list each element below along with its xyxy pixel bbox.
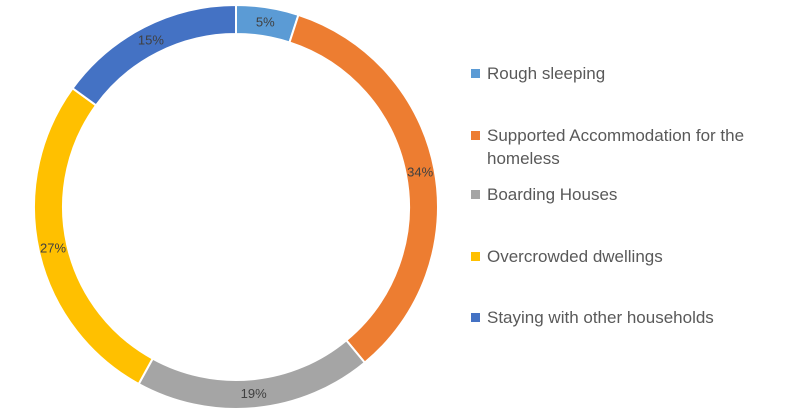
slice-staying-with-other-households	[71, 3, 237, 107]
legend-label-overcrowded-dwellings: Overcrowded dwellings	[487, 247, 663, 266]
data-label-overcrowded-dwellings: 27%	[40, 240, 66, 255]
data-label-staying-with-other-households: 15%	[138, 32, 164, 47]
legend-label-supported-accommodation: Supported Accommodation for the homeless	[487, 126, 745, 168]
legend-swatch-boarding-houses	[471, 190, 480, 199]
legend-label-staying-with-other-households: Staying with other households	[487, 308, 714, 327]
slice-overcrowded-dwellings	[33, 86, 155, 386]
data-label-boarding-houses: 19%	[241, 386, 267, 401]
legend-swatch-overcrowded-dwellings	[471, 252, 480, 261]
slices-group	[33, 3, 439, 410]
data-label-rough-sleeping: 5%	[256, 14, 275, 29]
slice-supported-accommodation-for-the-homeless	[288, 13, 439, 365]
data-labels-group: 5% 34% 19% 27% 15%	[40, 14, 434, 401]
legend-swatch-rough-sleeping	[471, 69, 480, 78]
legend-swatch-staying-with-other-households	[471, 313, 480, 322]
legend-label-rough-sleeping: Rough sleeping	[487, 64, 606, 83]
legend-swatch-supported-accommodation	[471, 131, 480, 140]
legend-label-boarding-houses: Boarding Houses	[487, 185, 618, 204]
data-label-supported-accommodation-for-the-homeless: 34%	[407, 164, 433, 179]
donut-chart: 5% 34% 19% 27% 15%	[33, 3, 439, 410]
